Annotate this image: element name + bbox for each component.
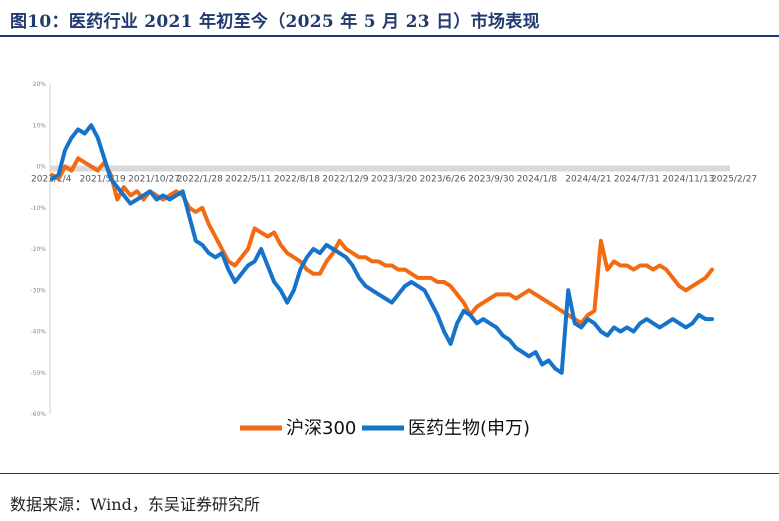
x-tick-label: 2024/7/31 <box>614 175 660 185</box>
x-tick-label: 2022/5/11 <box>225 175 271 185</box>
x-tick-label: 2025/2/27 <box>711 175 757 185</box>
series-group <box>50 123 714 375</box>
y-tick-label: -30% <box>30 287 46 294</box>
y-tick-label: -10% <box>30 205 46 212</box>
x-tick-label: 2024/11/13 <box>662 175 714 185</box>
y-tick-label: -40% <box>30 329 46 336</box>
x-tick-label: 2024/4/21 <box>565 175 611 185</box>
legend: 沪深300 医药生物(申万) <box>240 418 530 439</box>
x-tick-label: 2023/6/26 <box>420 175 466 185</box>
y-tick-label: 20% <box>33 81 47 88</box>
legend-label-1: 医药生物(申万) <box>408 418 530 439</box>
x-tick-label: 2022/8/18 <box>274 175 320 185</box>
x-tick-label: 2023/9/30 <box>468 175 514 185</box>
x-tick-label: 2023/3/20 <box>371 175 417 185</box>
legend-label-0: 沪深300 <box>286 418 356 439</box>
x-tick-label: 2021/5/19 <box>80 175 126 185</box>
x-tick-label: 2021/10/27 <box>128 175 180 185</box>
x-axis-band <box>50 165 730 172</box>
source-note: 数据来源：Wind，东吴证券研究所 <box>10 495 260 514</box>
source-rule <box>0 473 779 474</box>
y-tick-label: 0% <box>36 164 46 171</box>
y-tick-label: -20% <box>30 246 46 253</box>
x-tick-label: 2024/1/8 <box>517 175 558 185</box>
series-line-1 <box>50 123 714 375</box>
series-line-0 <box>50 156 714 326</box>
figure-title: 图10：医药行业 2021 年初至今（2025 年 5 月 23 日）市场表现 <box>10 12 540 32</box>
y-tick-label: 10% <box>33 122 47 129</box>
title-rule <box>0 35 779 37</box>
x-tick-label: 2022/1/28 <box>177 175 223 185</box>
y-tick-label: -60% <box>30 411 46 418</box>
x-tick-label: 2022/12/9 <box>322 175 368 185</box>
y-tick-label: -50% <box>30 370 46 377</box>
y-axis: 20% 10% 0% -10% -20% -30% -40% -50% -60% <box>30 81 51 418</box>
